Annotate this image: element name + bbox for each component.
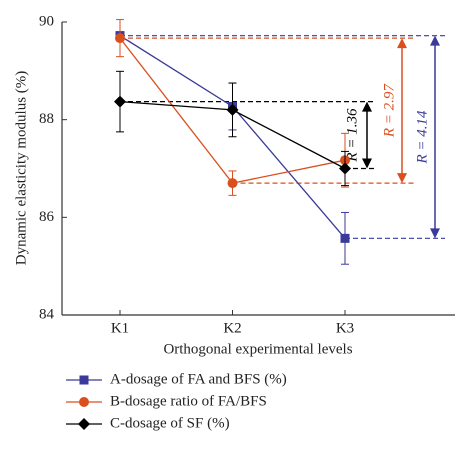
x-tick-label: K2 xyxy=(223,320,241,336)
point xyxy=(339,162,351,175)
x-axis-label: Orthogonal experimental levels xyxy=(163,341,352,357)
legend-marker xyxy=(78,418,90,430)
point xyxy=(226,103,239,116)
annotation: R = 4.14 xyxy=(414,110,430,165)
point xyxy=(115,33,125,44)
y-tick-label: 84 xyxy=(39,306,55,322)
arrow-head xyxy=(430,228,440,239)
y-tick-label: 88 xyxy=(39,111,54,127)
x-tick-label: K1 xyxy=(111,320,129,336)
point xyxy=(114,95,126,108)
y-tick-label: 90 xyxy=(39,13,54,29)
legend-marker xyxy=(79,375,89,385)
arrow-head xyxy=(430,35,440,46)
legend-label: B-dosage ratio of FA/BFS xyxy=(110,393,267,409)
legend-label: A-dosage of FA and BFS (%) xyxy=(110,371,287,387)
y-axis-label: Dynamic elasticity modulus (%) xyxy=(13,71,29,266)
annotation: R = 2.97 xyxy=(381,83,397,139)
arrow-head xyxy=(362,158,372,169)
annotation: R = 1.36 xyxy=(344,108,360,163)
x-tick-label: K3 xyxy=(336,320,354,336)
y-tick-label: 86 xyxy=(39,209,55,225)
arrow-head xyxy=(362,101,372,112)
arrow-head xyxy=(397,173,407,184)
point xyxy=(227,178,238,189)
point xyxy=(340,233,350,243)
legend-label: C-dosage of SF (%) xyxy=(110,415,230,431)
legend-marker xyxy=(79,397,89,407)
arrow-head xyxy=(397,38,407,49)
